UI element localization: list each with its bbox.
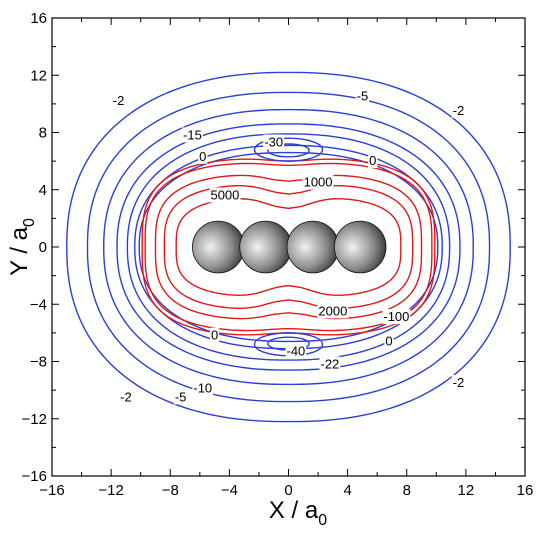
molecule-atom	[192, 220, 245, 274]
contour-value-label: -40	[285, 343, 307, 359]
molecule-diagram	[192, 220, 387, 274]
contour-lobe	[267, 143, 310, 158]
contour-value-label: 1000	[302, 174, 334, 190]
contour-negative	[103, 108, 474, 386]
contour-value-label: 0	[198, 148, 208, 164]
contour-value-label: -30	[263, 134, 285, 150]
svg-text:-5: -5	[357, 89, 369, 104]
contour-value-label: -5	[355, 88, 370, 104]
svg-text:-40: -40	[286, 343, 305, 358]
svg-text:0: 0	[385, 333, 392, 348]
molecule-atom	[239, 220, 292, 274]
contour-value-label: -2	[111, 93, 126, 109]
molecule-atom	[286, 220, 340, 274]
contour-negative	[86, 91, 491, 403]
contour-negative	[66, 71, 511, 423]
y-tick-label: −4	[30, 296, 47, 313]
svg-text:-100: -100	[383, 309, 409, 324]
axis-ticks: −16 −12 −8 −4 0 4 8 12 16 16 12 8 4 0 −4 −8 −12 −16	[22, 10, 534, 499]
contour-value-label: 0	[368, 153, 378, 169]
svg-text:-30: -30	[264, 135, 283, 150]
contour-value-label: -15	[182, 127, 203, 143]
contour-labels: -2 -5 -2 -15 -30 0 0 1000 5000 2000 -100 0 0 -40 -22 -1…	[111, 88, 466, 405]
contour-negative	[116, 123, 461, 371]
y-tick-label: −8	[30, 354, 47, 371]
x-tick-label: 8	[403, 482, 411, 499]
contour-value-label: -22	[319, 356, 341, 372]
contour-value-label: -5	[173, 389, 188, 405]
svg-text:-2: -2	[453, 103, 465, 118]
contour-value-label: -2	[451, 103, 466, 119]
y-tick-label: −16	[22, 468, 47, 485]
y-tick-label: 12	[30, 67, 47, 84]
y-axis-title: Y / a0	[6, 218, 38, 276]
contour-positive	[163, 184, 414, 310]
y-tick-label: 0	[39, 239, 47, 256]
x-tick-label: −4	[221, 482, 238, 499]
contour-negative	[126, 133, 451, 361]
contour-positive	[175, 198, 402, 296]
x-tick-label: −8	[162, 482, 179, 499]
contour-value-label: -2	[119, 389, 133, 405]
molecule-atom	[333, 220, 387, 274]
contour-value-label: -10	[192, 380, 214, 396]
x-tick-label: 0	[284, 482, 292, 499]
svg-text:0: 0	[211, 328, 218, 343]
contour-positive	[154, 174, 423, 320]
contour-value-label: 0	[384, 333, 394, 349]
svg-text:-10: -10	[193, 381, 212, 396]
y-tick-label: −12	[22, 411, 47, 428]
svg-text:-5: -5	[175, 389, 187, 404]
contour-positive	[144, 162, 433, 332]
y-tick-label: 16	[30, 10, 47, 27]
svg-text:2000: 2000	[318, 303, 347, 318]
contour-value-label: 2000	[317, 303, 349, 319]
svg-text:-2: -2	[453, 375, 465, 390]
svg-text:0: 0	[199, 149, 206, 164]
svg-text:-15: -15	[183, 127, 202, 142]
contour-value-label: -2	[451, 374, 466, 390]
contour-lobe	[253, 137, 324, 162]
y-tick-label: 4	[39, 182, 47, 199]
contour-value-label: 5000	[209, 187, 241, 203]
x-axis-title: X / a0	[269, 497, 327, 529]
y-tick-label: 8	[39, 125, 47, 142]
x-tick-label: −16	[39, 482, 64, 499]
svg-text:-2: -2	[120, 389, 132, 404]
svg-text:5000: 5000	[210, 187, 239, 202]
x-tick-label: −12	[98, 482, 123, 499]
svg-text:0: 0	[369, 153, 376, 168]
x-tick-label: 12	[458, 482, 475, 499]
svg-text:1000: 1000	[304, 175, 333, 190]
svg-text:-2: -2	[113, 93, 125, 108]
contour-value-label: 0	[209, 327, 220, 343]
svg-text:-22: -22	[320, 356, 339, 371]
x-tick-label: 4	[343, 482, 351, 499]
x-tick-label: 16	[517, 482, 534, 499]
contour-value-label: -100	[382, 309, 411, 325]
contour-positive	[141, 158, 436, 336]
